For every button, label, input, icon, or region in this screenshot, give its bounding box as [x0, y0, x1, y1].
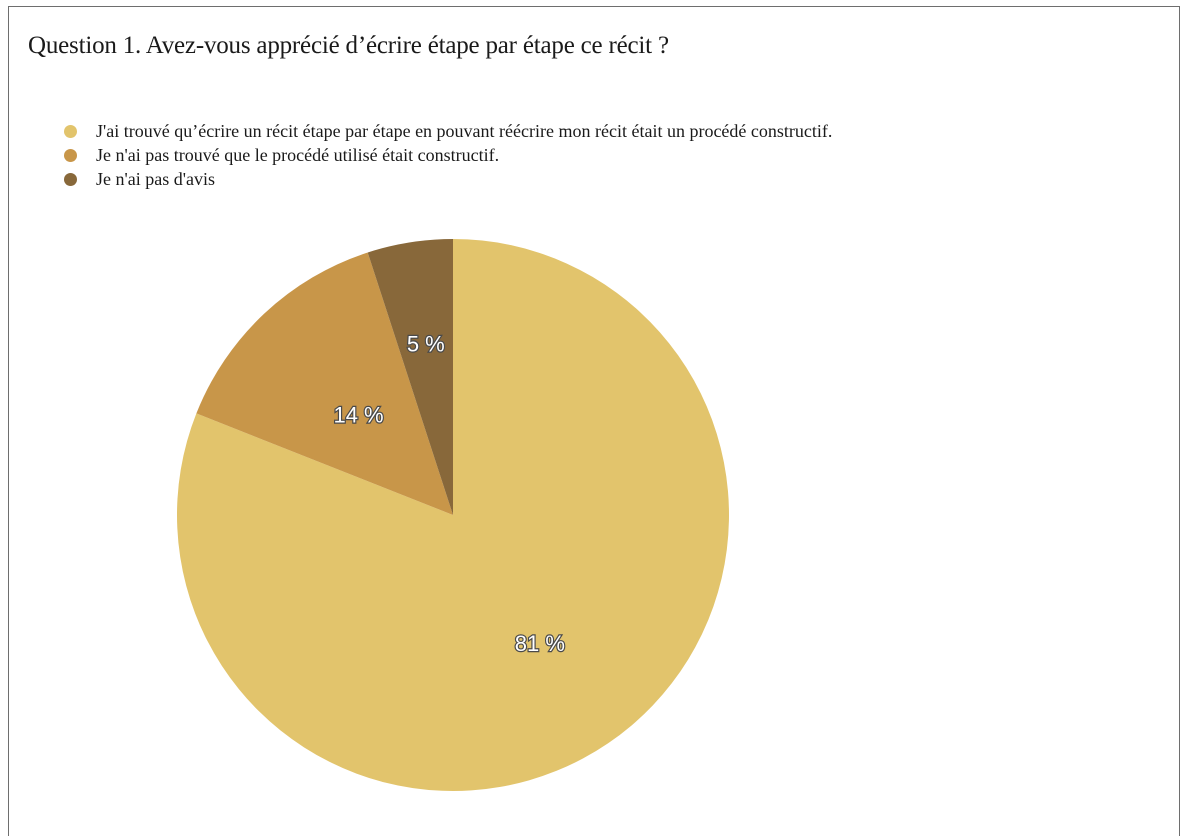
- legend: J'ai trouvé qu’écrire un récit étape par…: [64, 119, 832, 191]
- pie-slice: [176, 239, 729, 791]
- legend-swatch: [64, 148, 77, 162]
- slice-label: 14 %: [333, 402, 383, 427]
- legend-label: Je n'ai pas trouvé que le procédé utilis…: [96, 144, 500, 165]
- legend-swatch: [64, 172, 77, 186]
- legend-swatch: [64, 124, 77, 138]
- pie-slice: [196, 252, 453, 515]
- chart-title: Question 1. Avez-vous apprécié d’écrire …: [28, 32, 669, 59]
- slice-label: 81 %: [515, 631, 565, 656]
- slice-label: 5 %: [407, 331, 445, 356]
- legend-item: Je n'ai pas d'avis: [64, 167, 832, 191]
- legend-label: Je n'ai pas d'avis: [96, 168, 215, 189]
- pie-slice: [367, 239, 453, 515]
- legend-label: J'ai trouvé qu’écrire un récit étape par…: [96, 120, 833, 141]
- chart-frame: [8, 6, 1180, 836]
- legend-item: J'ai trouvé qu’écrire un récit étape par…: [64, 119, 832, 143]
- legend-item: Je n'ai pas trouvé que le procédé utilis…: [64, 143, 832, 167]
